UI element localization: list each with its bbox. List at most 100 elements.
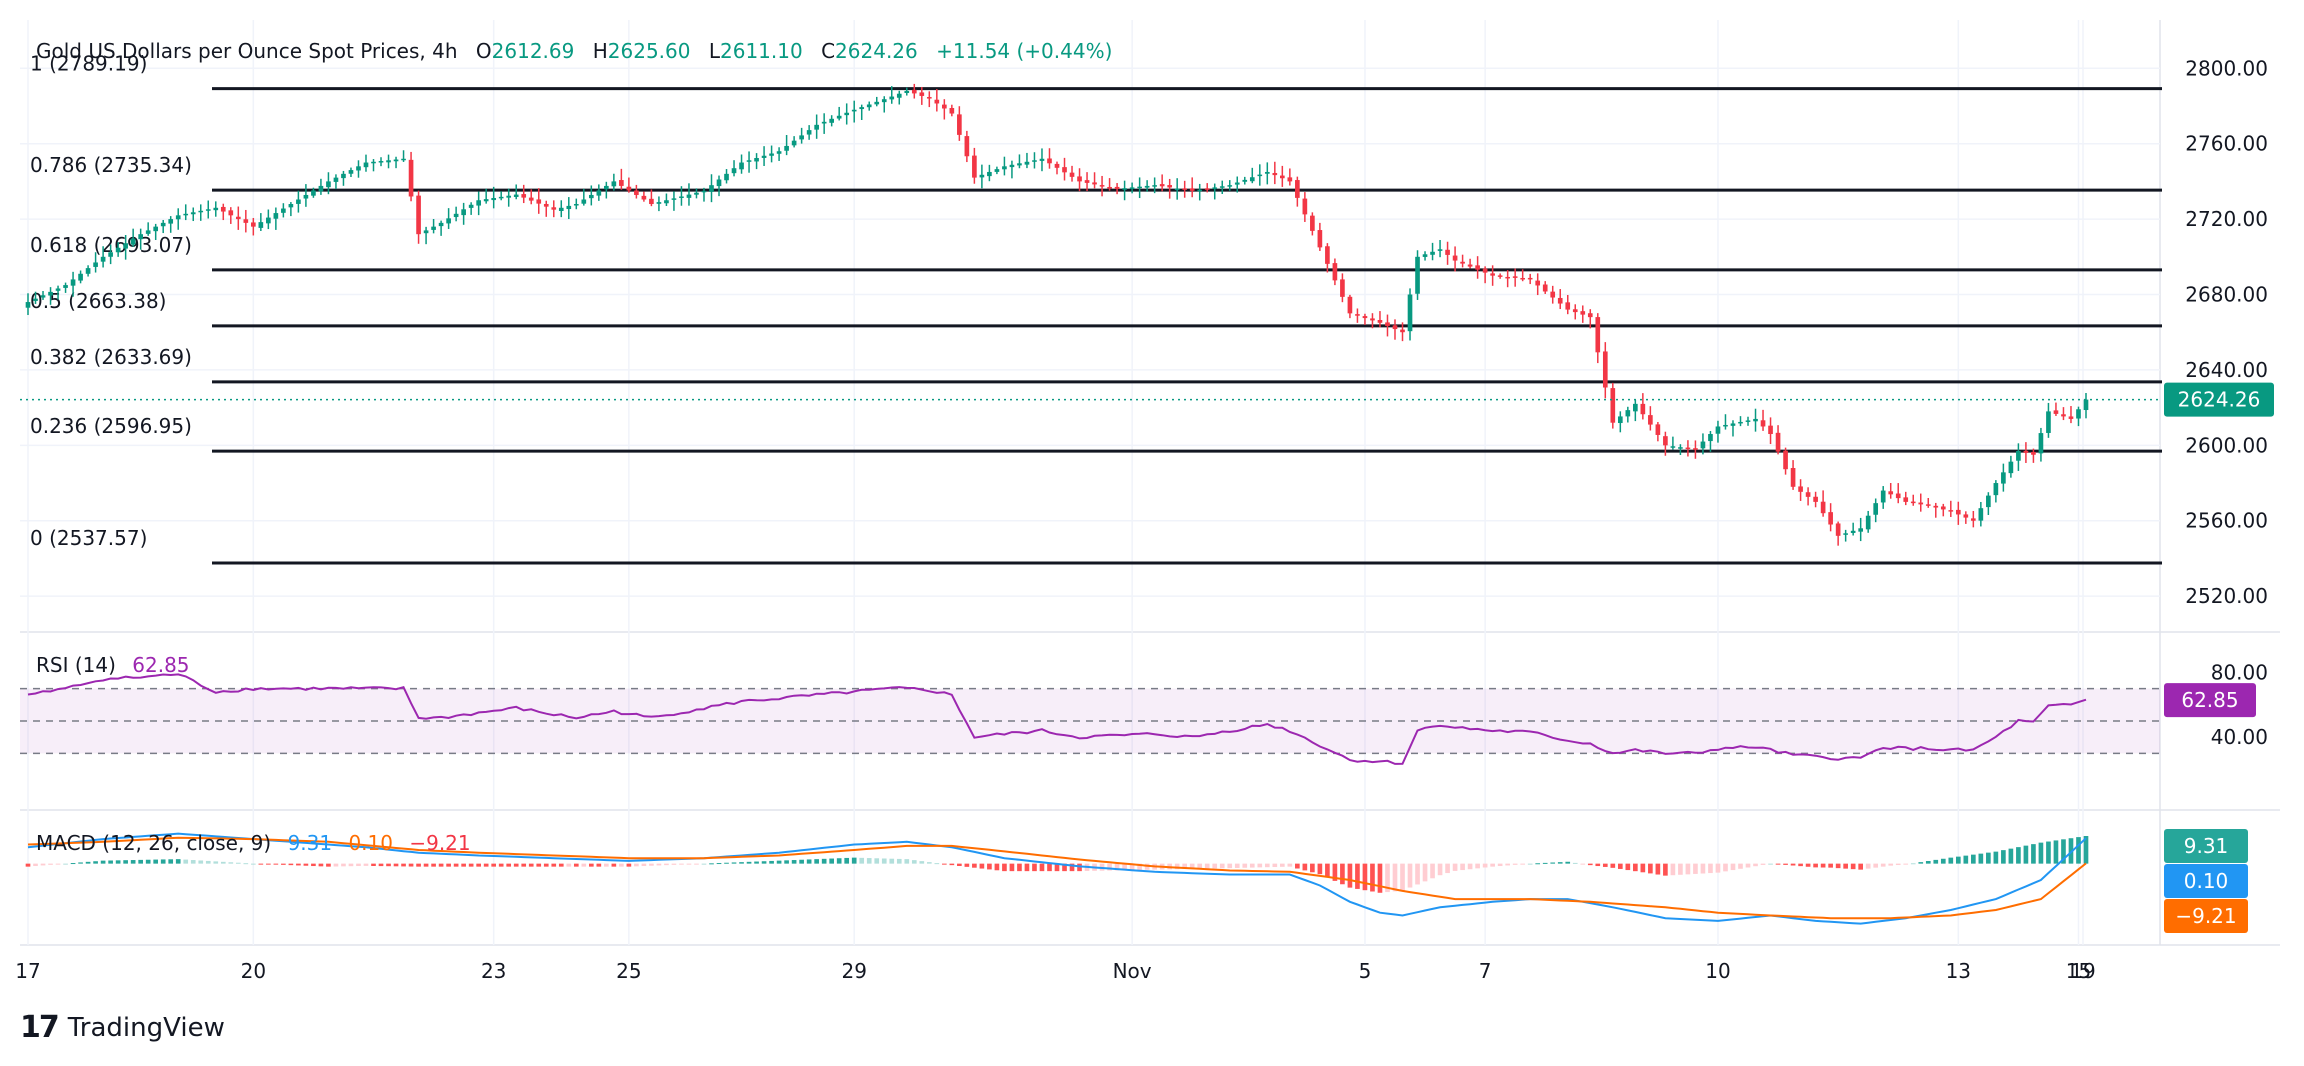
candle-body [1933, 505, 1939, 508]
candle-body [1918, 502, 1924, 505]
macd-line [27, 832, 2087, 925]
macd-histogram-bar [949, 863, 955, 866]
macd-histogram-bar [1610, 863, 1616, 868]
candle-body [1625, 410, 1631, 417]
macd-histogram-bar [1738, 863, 1743, 869]
macd-histogram-bar [919, 861, 925, 864]
candle-body [153, 226, 159, 232]
fib-level-label: 1 (2789.19) [30, 52, 147, 76]
candle-body [1430, 251, 1435, 255]
candle-body [446, 218, 451, 224]
axes: 2800.00 2760.00 2720.00 2680.00 2640.00 2600.… [15, 56, 2268, 983]
macd-histogram-bar [1385, 863, 1390, 893]
rsi-pane[interactable]: 80.00 40.00 62.85 [20, 660, 2268, 765]
candle-body [288, 204, 294, 208]
candle-body [588, 194, 594, 199]
candle-body [48, 291, 53, 296]
macd-histogram-bar [829, 858, 834, 864]
candle-body [1760, 420, 1766, 427]
macd-histogram-bar [1828, 863, 1833, 868]
macd-histogram-bar [2076, 837, 2081, 864]
candle-body [296, 199, 301, 204]
macd-histogram-bar [1107, 863, 1112, 871]
candle-body [1415, 256, 1420, 294]
candle-body [836, 115, 842, 119]
candle-body [2061, 414, 2066, 417]
macd-histogram-bar [138, 859, 143, 864]
candle-body [2076, 409, 2081, 419]
candle-body [619, 180, 624, 186]
candle-body [1986, 495, 1991, 508]
candle-body [761, 155, 767, 158]
price-tick-label: 2560.00 [2185, 509, 2268, 533]
macd-histogram-bar [776, 860, 782, 864]
candle-body [25, 302, 31, 308]
candle-body [1092, 182, 1097, 185]
macd-histogram-bar [78, 862, 83, 864]
rsi-tick-label: 80.00 [2211, 660, 2268, 684]
candle-body [1730, 423, 1736, 426]
candle-body [716, 179, 722, 187]
candle-body [1062, 167, 1067, 173]
candle-body [1595, 317, 1601, 353]
candle-body [453, 213, 459, 218]
macd-histogram-bar [33, 863, 38, 867]
rsi-label: RSI (14) [36, 653, 116, 677]
candle-body [1775, 432, 1781, 452]
macd-histogram-bar [581, 863, 587, 867]
macd-histogram-bar [731, 862, 737, 864]
candle-body [1295, 180, 1300, 198]
macd-histogram-bar [1174, 863, 1180, 870]
fib-level-label: 0.236 (2596.95) [30, 414, 192, 438]
macd-histogram-bar [1670, 863, 1676, 876]
candle-body [889, 96, 895, 100]
candle-body [138, 234, 143, 240]
macd-histogram-bar [739, 862, 744, 864]
macd-histogram-bar [1730, 863, 1736, 871]
candle-body [1475, 265, 1480, 270]
macd-pane[interactable]: 9.31 0.10 −9.21 [25, 829, 2248, 933]
candle-body [1197, 189, 1203, 192]
candle-body [333, 177, 339, 182]
tradingview-branding[interactable]: 17 TradingView [20, 1010, 225, 1045]
candle-body [964, 136, 970, 157]
macd-histogram-bar [25, 863, 31, 867]
macd-histogram-bar [926, 862, 932, 864]
macd-histogram-bar [1715, 863, 1721, 873]
macd-histogram-bar [1986, 852, 1991, 864]
candle-body [1805, 492, 1811, 497]
macd-histogram-bar [1302, 863, 1308, 871]
candle-body [1407, 294, 1413, 332]
macd-histogram-bar [513, 863, 519, 867]
macd-histogram-bar [85, 861, 91, 864]
candle-body [235, 216, 241, 220]
candle-body [1527, 277, 1533, 280]
macd-histogram-bar [844, 857, 850, 864]
macd-histogram-bar [423, 863, 429, 867]
price-tick-label: 2520.00 [2185, 584, 2268, 608]
rsi-tick-label: 40.00 [2211, 725, 2268, 749]
candle-body [1940, 506, 1946, 510]
candle-body [130, 238, 136, 245]
macd-histogram-bar [1392, 863, 1398, 892]
macd-histogram-bar [371, 863, 376, 866]
macd-histogram-bar [1648, 863, 1653, 874]
macd-histogram-bar [1865, 863, 1871, 869]
candle-body [145, 230, 151, 234]
macd-histogram-bar [859, 857, 865, 864]
time-tick-label: 5 [1359, 959, 1372, 983]
candle-body [1948, 510, 1954, 512]
candle-body [566, 205, 572, 210]
macd-histogram-bar [1490, 863, 1495, 867]
macd-histogram-bar [1047, 863, 1052, 872]
candle-body [656, 202, 662, 204]
candle-body [1655, 424, 1661, 435]
macd-histogram-bar [934, 863, 940, 865]
candle-body [1137, 186, 1142, 189]
candle-body [934, 99, 940, 104]
macd-histogram-bar [1114, 863, 1120, 871]
macd-histogram-bar [1122, 863, 1127, 871]
candle-body [1422, 254, 1428, 257]
candle-body [731, 168, 737, 174]
